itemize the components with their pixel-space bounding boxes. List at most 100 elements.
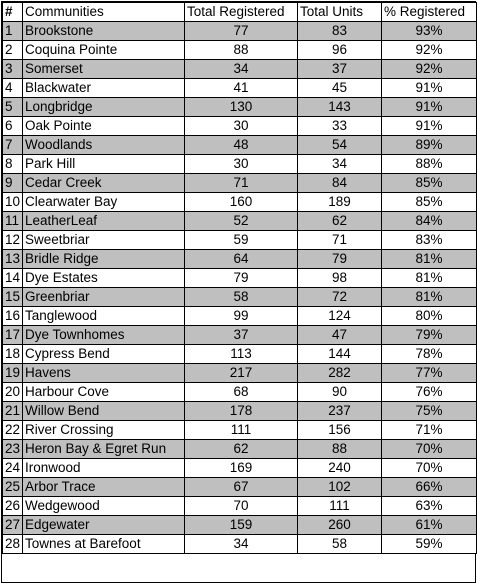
row-index-cell: 3	[2, 59, 23, 79]
table-body: 1 Brookstone 77 83 93% 2 Coquina Pointe 88 96 92%…	[2, 21, 477, 554]
percent-registered-cell: 81%	[381, 249, 477, 269]
total-registered-cell: 62	[184, 439, 298, 459]
community-name-cell: Brookstone	[22, 21, 185, 41]
total-registered-cell: 130	[184, 97, 298, 117]
total-units-cell: 79	[297, 249, 382, 269]
percent-registered-cell: 80%	[381, 306, 477, 326]
percent-registered-cell: 75%	[381, 401, 477, 421]
community-name-cell: Willow Bend	[22, 401, 185, 421]
percent-registered-cell: 92%	[381, 40, 477, 60]
percent-registered-cell: 89%	[381, 135, 477, 155]
row-index-cell: 14	[2, 268, 23, 288]
total-units-cell: 37	[297, 59, 382, 79]
percent-registered-cell: 85%	[381, 192, 477, 212]
header-total-registered: Total Registered	[184, 2, 298, 22]
total-units-cell: 34	[297, 154, 382, 174]
row-index-cell: 25	[2, 477, 23, 497]
table-row: 5 Longbridge 130 143 91%	[2, 97, 477, 117]
table-row: 17 Dye Townhomes 37 47 79%	[2, 325, 477, 345]
total-registered-cell: 160	[184, 192, 298, 212]
percent-registered-cell: 66%	[381, 477, 477, 497]
table-row: 4 Blackwater 41 45 91%	[2, 78, 477, 98]
community-name-cell: Heron Bay & Egret Run	[22, 439, 185, 459]
community-name-cell: LeatherLeaf	[22, 211, 185, 231]
percent-registered-cell: 63%	[381, 496, 477, 516]
percent-registered-cell: 91%	[381, 78, 477, 98]
total-units-cell: 47	[297, 325, 382, 345]
table-row: 11 LeatherLeaf 52 62 84%	[2, 211, 477, 231]
total-units-cell: 111	[297, 496, 382, 516]
community-name-cell: Woodlands	[22, 135, 185, 155]
total-units-cell: 90	[297, 382, 382, 402]
row-index-cell: 20	[2, 382, 23, 402]
registration-table: # Communities Total Registered Total Uni…	[2, 2, 477, 554]
row-index-cell: 19	[2, 363, 23, 383]
row-index-cell: 26	[2, 496, 23, 516]
total-registered-cell: 99	[184, 306, 298, 326]
percent-registered-cell: 81%	[381, 268, 477, 288]
total-units-cell: 156	[297, 420, 382, 440]
table-row: 25 Arbor Trace 67 102 66%	[2, 477, 477, 497]
total-units-cell: 237	[297, 401, 382, 421]
row-index-cell: 17	[2, 325, 23, 345]
row-index-cell: 12	[2, 230, 23, 250]
percent-registered-cell: 79%	[381, 325, 477, 345]
row-index-cell: 23	[2, 439, 23, 459]
total-registered-cell: 217	[184, 363, 298, 383]
total-registered-cell: 178	[184, 401, 298, 421]
table-row: 6 Oak Pointe 30 33 91%	[2, 116, 477, 136]
row-index-cell: 22	[2, 420, 23, 440]
total-units-cell: 102	[297, 477, 382, 497]
row-index-cell: 6	[2, 116, 23, 136]
table-row: 21 Willow Bend 178 237 75%	[2, 401, 477, 421]
table-row: 9 Cedar Creek 71 84 85%	[2, 173, 477, 193]
row-index-cell: 11	[2, 211, 23, 231]
community-name-cell: Coquina Pointe	[22, 40, 185, 60]
row-index-cell: 21	[2, 401, 23, 421]
total-registered-cell: 30	[184, 154, 298, 174]
row-index-cell: 15	[2, 287, 23, 307]
row-index-cell: 9	[2, 173, 23, 193]
table-row: 12 Sweetbriar 59 71 83%	[2, 230, 477, 250]
row-index-cell: 28	[2, 534, 23, 554]
total-units-cell: 144	[297, 344, 382, 364]
total-registered-cell: 41	[184, 78, 298, 98]
table-row: 20 Harbour Cove 68 90 76%	[2, 382, 477, 402]
total-units-cell: 62	[297, 211, 382, 231]
community-name-cell: Clearwater Bay	[22, 192, 185, 212]
table-row: 27 Edgewater 159 260 61%	[2, 515, 477, 535]
header-percent-registered: % Registered	[381, 2, 477, 22]
total-registered-cell: 67	[184, 477, 298, 497]
total-units-cell: 189	[297, 192, 382, 212]
table-row: 28 Townes at Barefoot 34 58 59%	[2, 534, 477, 554]
row-index-cell: 4	[2, 78, 23, 98]
total-registered-cell: 59	[184, 230, 298, 250]
total-units-cell: 143	[297, 97, 382, 117]
community-name-cell: Cedar Creek	[22, 173, 185, 193]
community-name-cell: Wedgewood	[22, 496, 185, 516]
community-name-cell: Greenbriar	[22, 287, 185, 307]
row-index-cell: 13	[2, 249, 23, 269]
community-name-cell: Tanglewood	[22, 306, 185, 326]
table-row: 18 Cypress Bend 113 144 78%	[2, 344, 477, 364]
percent-registered-cell: 93%	[381, 21, 477, 41]
total-registered-cell: 71	[184, 173, 298, 193]
table-row: 13 Bridle Ridge 64 79 81%	[2, 249, 477, 269]
table-row: 3 Somerset 34 37 92%	[2, 59, 477, 79]
percent-registered-cell: 91%	[381, 97, 477, 117]
header-total-units: Total Units	[297, 2, 382, 22]
total-registered-cell: 79	[184, 268, 298, 288]
community-name-cell: Oak Pointe	[22, 116, 185, 136]
percent-registered-cell: 85%	[381, 173, 477, 193]
row-index-cell: 5	[2, 97, 23, 117]
community-name-cell: Park Hill	[22, 154, 185, 174]
percent-registered-cell: 83%	[381, 230, 477, 250]
percent-registered-cell: 84%	[381, 211, 477, 231]
community-name-cell: Edgewater	[22, 515, 185, 535]
row-index-cell: 10	[2, 192, 23, 212]
percent-registered-cell: 70%	[381, 458, 477, 478]
community-name-cell: Arbor Trace	[22, 477, 185, 497]
table-row: 15 Greenbriar 58 72 81%	[2, 287, 477, 307]
total-registered-cell: 68	[184, 382, 298, 402]
total-units-cell: 54	[297, 135, 382, 155]
